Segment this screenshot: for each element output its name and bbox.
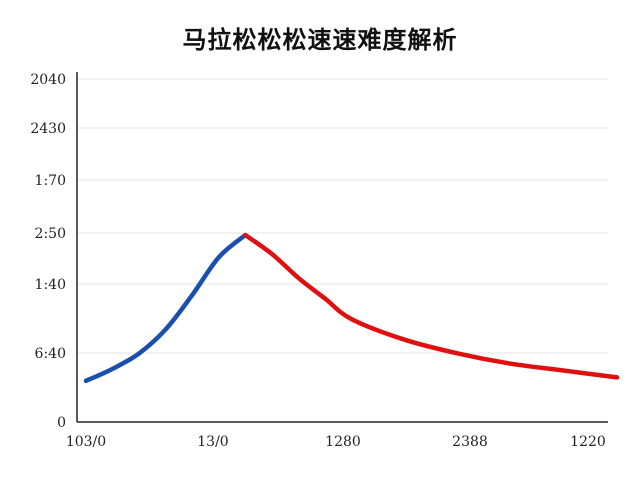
y-tick-label: 2:50 <box>35 226 66 242</box>
x-tick-label: 2388 <box>452 434 488 450</box>
x-tick-label: 13/0 <box>197 434 228 450</box>
y-tick-label: 1:70 <box>35 173 66 189</box>
grid-lines <box>77 78 608 354</box>
chart-title: 马拉松松松速速难度解析 <box>182 26 458 54</box>
x-tick-label: 103/0 <box>66 434 106 450</box>
series-lines <box>83 232 620 384</box>
x-axis-ticks: 103/0 13/0 1280 2388 1220 <box>66 434 606 450</box>
y-tick-label: 2430 <box>30 121 66 137</box>
y-tick-label: 6:40 <box>35 346 66 362</box>
y-tick-label: 0 <box>57 415 66 431</box>
series-line-2 <box>243 232 620 380</box>
y-tick-label: 2040 <box>30 72 66 88</box>
series-line-1 <box>83 232 248 384</box>
y-axis-ticks: 0 6:40 1:40 2:50 1:70 2430 2040 <box>30 72 66 431</box>
x-tick-label: 1220 <box>570 434 606 450</box>
y-tick-label: 1:40 <box>35 277 66 293</box>
x-tick-label: 1280 <box>325 434 361 450</box>
